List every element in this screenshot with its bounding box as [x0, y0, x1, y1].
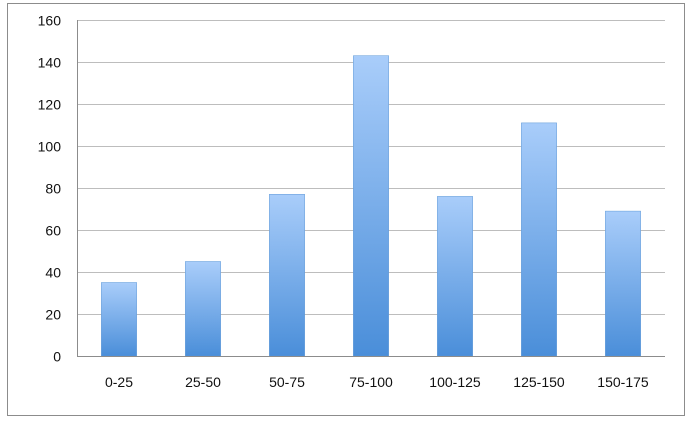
y-tick-label: 40 — [45, 265, 61, 281]
y-tick-labels: 0 20 40 60 80 100 120 140 160 — [38, 13, 62, 365]
bar-150-175 — [605, 210, 641, 357]
bar-100-125 — [437, 196, 473, 357]
y-tick-label: 60 — [45, 223, 61, 239]
axes — [77, 20, 665, 357]
bar-0-25 — [101, 282, 137, 357]
x-tick-label: 150-175 — [597, 374, 649, 390]
x-tick-labels: 0-25 25-50 50-75 75-100 100-125 125-150 150-17… — [105, 374, 649, 390]
bars — [101, 55, 641, 357]
x-tick-label: 25-50 — [185, 374, 221, 390]
bar-125-150 — [521, 122, 557, 357]
y-tick-label: 0 — [53, 349, 61, 365]
y-tick-label: 80 — [45, 181, 61, 197]
x-tick-label: 0-25 — [105, 374, 133, 390]
bar-50-75 — [269, 194, 305, 357]
bar-25-50 — [185, 261, 221, 357]
bar-75-100 — [353, 55, 389, 357]
y-tick-label: 100 — [38, 139, 62, 155]
x-tick-label: 100-125 — [429, 374, 481, 390]
x-tick-label: 75-100 — [349, 374, 393, 390]
y-tick-label: 160 — [38, 13, 62, 29]
x-tick-label: 50-75 — [269, 374, 305, 390]
y-tick-label: 120 — [38, 97, 62, 113]
y-tick-label: 140 — [38, 55, 62, 71]
x-tick-label: 125-150 — [513, 374, 565, 390]
y-tick-label: 20 — [45, 307, 61, 323]
